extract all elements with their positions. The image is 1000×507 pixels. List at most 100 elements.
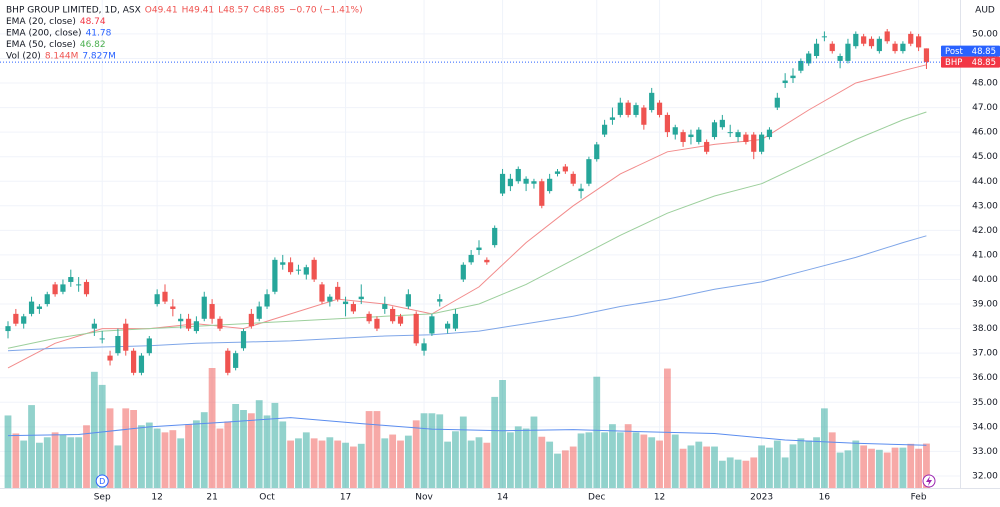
- candle-body: [609, 117, 616, 120]
- candle-body: [586, 159, 592, 184]
- volume-bar: [75, 437, 83, 488]
- candle-body: [806, 53, 812, 64]
- volume-bar: [703, 446, 711, 488]
- y-tick-label: 47.00: [972, 103, 998, 113]
- x-tick-label: Nov: [415, 493, 433, 503]
- candle-body: [445, 323, 451, 329]
- candle-body: [743, 134, 749, 142]
- candle-body: [382, 304, 388, 309]
- candle-body: [719, 119, 725, 128]
- candle-body: [366, 313, 372, 322]
- x-tick-label: 17: [340, 493, 351, 503]
- candle-body: [790, 75, 796, 79]
- y-tick-label: 42.00: [972, 226, 998, 236]
- candles: [5, 28, 930, 376]
- volume-bar: [813, 437, 820, 488]
- candle-body: [374, 318, 380, 329]
- volume-bar: [734, 459, 742, 488]
- candle-body: [83, 281, 90, 295]
- volume-bar: [428, 413, 436, 488]
- y-tick-label: 48.00: [972, 79, 998, 89]
- volume-bar: [695, 441, 703, 488]
- volume-bar: [381, 438, 389, 488]
- candle-body: [821, 36, 827, 38]
- candle-body: [44, 294, 50, 305]
- volume-bar: [844, 450, 852, 488]
- volume-bar: [640, 434, 648, 488]
- volume-bar: [255, 400, 263, 488]
- candle-body: [861, 36, 867, 44]
- y-tick-label: 35.00: [972, 398, 998, 408]
- volume-bar: [875, 449, 883, 488]
- volume-bar: [718, 460, 726, 488]
- volume-bar: [915, 448, 922, 488]
- volume-bar: [601, 432, 608, 488]
- volume-bar: [20, 440, 28, 488]
- volume-bar: [868, 448, 875, 488]
- candle-body: [484, 259, 490, 263]
- volume-bar: [836, 452, 844, 488]
- candle-body: [123, 323, 129, 351]
- candle-body: [397, 316, 404, 324]
- volume-bar: [687, 445, 695, 488]
- volume-bar: [530, 416, 538, 488]
- volume-bar: [420, 413, 428, 488]
- volume-bar: [145, 422, 153, 488]
- volume-bar: [561, 450, 569, 488]
- y-tick-label: 46.00: [972, 128, 998, 138]
- volume-bar: [185, 424, 192, 488]
- candle-body: [829, 43, 835, 52]
- event-icon-bolt: [926, 476, 932, 486]
- volume-bar: [200, 412, 208, 488]
- candle-body: [437, 299, 443, 302]
- candle-body: [680, 132, 686, 142]
- volume-bar: [514, 426, 522, 488]
- volume-bar: [397, 440, 404, 488]
- candle-body: [52, 284, 58, 295]
- candle-body: [201, 296, 207, 319]
- candle-body: [547, 178, 553, 192]
- candle-body: [696, 129, 702, 142]
- candle-body: [162, 291, 168, 302]
- x-tick-label: Dec: [588, 493, 605, 503]
- candle-body: [327, 296, 333, 302]
- ema-line: [7, 111, 927, 349]
- volume-bar: [404, 435, 412, 488]
- candle-body: [460, 264, 466, 280]
- volume-bar: [247, 413, 255, 488]
- volume-bar: [350, 446, 357, 488]
- volume-bar: [90, 371, 98, 488]
- volume-bar: [67, 437, 75, 488]
- candle-body: [507, 178, 513, 187]
- legend-low: L48.57: [218, 6, 249, 16]
- candle-body: [413, 313, 419, 344]
- volume-bar: [122, 408, 130, 488]
- legend-high: H49.41: [182, 6, 215, 16]
- volume-pane: [4, 368, 930, 488]
- candle-body: [233, 353, 239, 368]
- volume-bar: [459, 416, 467, 488]
- axes: 32.00 33.00 34.00 35.00 36.00 37.00 38.00 39.00…: [94, 29, 998, 502]
- candle-body: [468, 254, 474, 263]
- y-tick-label: 43.00: [972, 201, 998, 211]
- candle-body: [146, 338, 152, 354]
- x-tick-label: Feb: [911, 493, 927, 503]
- volume-bar: [593, 376, 601, 488]
- dividend-marker[interactable]: [95, 474, 109, 488]
- y-tick-label: 44.00: [972, 177, 998, 187]
- volume-bar: [51, 432, 59, 488]
- candle-body: [711, 122, 718, 138]
- legend-indicator-name: EMA (200, close): [6, 29, 82, 39]
- y-tick-label: 40.00: [972, 275, 998, 285]
- candle-body: [21, 316, 27, 324]
- y-tick-label: 45.00: [972, 152, 998, 162]
- candle-body: [178, 318, 184, 322]
- candle-body: [248, 313, 254, 327]
- volume-bar: [83, 425, 90, 488]
- candle-body: [358, 296, 364, 300]
- x-tick-label: Sep: [94, 493, 111, 503]
- volume-bar: [656, 440, 663, 488]
- candle-body: [923, 48, 930, 63]
- volume-bar: [883, 452, 891, 488]
